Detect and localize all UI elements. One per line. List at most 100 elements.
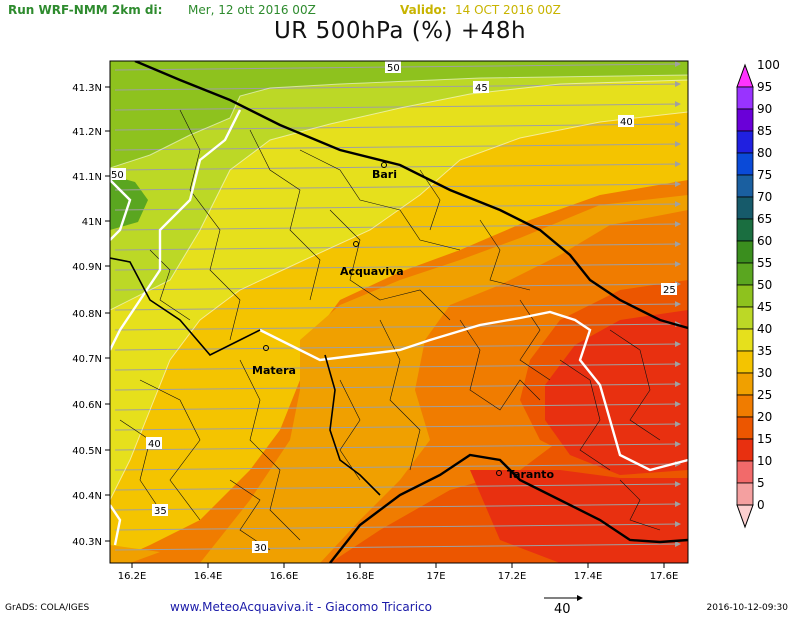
colorbar-bottom-tip: [736, 504, 754, 529]
region-boundaries: [110, 109, 688, 546]
contour-label: 30: [254, 543, 267, 554]
colorbar-label: 0: [757, 498, 765, 512]
lon-tick: 17E: [426, 571, 445, 582]
lat-tick: 41N: [82, 217, 102, 228]
lon-tick: 17.4E: [574, 571, 603, 582]
colorbar-label: 20: [757, 410, 772, 424]
valid-time: 14 OCT 2016 00Z: [455, 3, 561, 17]
colorbar-swatch: [736, 394, 754, 418]
lat-tick: 41.1N: [72, 172, 102, 183]
vector-reference-value: 40: [554, 602, 571, 617]
colorbar-label: 100: [757, 58, 780, 72]
colorbar-swatch: [736, 284, 754, 308]
contour-value-labels: 50 45 40 50 40 35 30 25: [110, 61, 677, 554]
colorbar-swatch: [736, 482, 754, 506]
lon-tick: 17.6E: [650, 571, 679, 582]
colorbar-label: 90: [757, 102, 772, 116]
colorbar-swatch: [736, 306, 754, 330]
colorbar-label: 75: [757, 168, 772, 182]
lat-tick: 40.4N: [72, 491, 102, 502]
colorbar-label: 85: [757, 124, 772, 138]
band-30-35: [200, 195, 688, 563]
site-credit: www.MeteoAcquaviva.it - Giacomo Tricaric…: [170, 600, 432, 614]
grads-credit: GrADS: COLA/IGES: [5, 603, 90, 613]
colorbar-label: 45: [757, 300, 772, 314]
lat-tick: 40.6N: [72, 400, 102, 411]
contour-label: 40: [620, 117, 633, 128]
lon-tick: 16.6E: [270, 571, 299, 582]
band-45-50: [110, 61, 688, 310]
chart-title: UR 500hPa (%) +48h: [273, 18, 527, 44]
contour-lines: [110, 74, 688, 501]
city-dot-acquaviva: [353, 241, 359, 247]
band-15-20: [545, 310, 688, 475]
city-label-bari: Bari: [372, 168, 397, 181]
band-40-45: [110, 61, 688, 500]
province-boundaries: [110, 257, 381, 496]
band-50-55: [110, 61, 688, 168]
contour-label: 35: [154, 506, 167, 517]
colorbar-swatch: [736, 350, 754, 374]
colorbar-swatch: [736, 108, 754, 132]
city-label-taranto: Taranto: [507, 468, 554, 481]
lon-tick: 16.8E: [346, 571, 375, 582]
city-dot-matera: [263, 345, 269, 351]
colorbar-swatch: [736, 438, 754, 462]
colorbar-swatch: [736, 196, 754, 220]
city-label-matera: Matera: [252, 364, 296, 377]
colorbar-label: 25: [757, 388, 772, 402]
colorbar-label: 30: [757, 366, 772, 380]
municipal-boundaries: [119, 109, 661, 551]
colorbar-label: 80: [757, 146, 772, 160]
colorbar-swatch: [736, 372, 754, 396]
colorbar-swatch: [736, 218, 754, 242]
colorbar-label: 65: [757, 212, 772, 226]
lat-tick: 40.8N: [72, 309, 102, 320]
colorbar-swatch: [736, 152, 754, 176]
issue-time: Mer, 12 ott 2016 00Z: [188, 3, 316, 17]
contour-label: 25: [663, 285, 676, 296]
lat-tick: 40.3N: [72, 537, 102, 548]
lat-tick: 41.2N: [72, 127, 102, 138]
lat-tick: 40.5N: [72, 446, 102, 457]
colorbar-label: 15: [757, 432, 772, 446]
coastline: [134, 61, 688, 563]
contour-label: 40: [148, 439, 161, 450]
contour-label: 50: [387, 63, 400, 74]
colorbar-label: 40: [757, 322, 772, 336]
colorbar-label: 10: [757, 454, 772, 468]
colorbar-top-tip: [736, 63, 754, 88]
contour-label: 45: [475, 83, 488, 94]
city-dot-bari: [381, 162, 387, 168]
render-timestamp: 2016-10-12-09:30: [706, 603, 789, 613]
city-dot-taranto: [496, 470, 502, 476]
lon-tick: 17.2E: [498, 571, 527, 582]
lon-tick: 16.4E: [194, 571, 223, 582]
city-markers: Bari Acquaviva Matera Taranto: [252, 162, 554, 481]
colorbar-swatch: [736, 328, 754, 352]
lat-tick: 40.7N: [72, 354, 102, 365]
latitude-axis: 41.3N 41.2N 41.1N 41N 40.9N 40.8N 40.7N …: [72, 83, 110, 548]
colorbar-label: 95: [757, 80, 772, 94]
map-frame: [109, 60, 689, 564]
run-label: Run WRF-NMM 2km di:: [8, 3, 163, 17]
colorbar: 1009590858075706560555045403530252015105…: [736, 58, 780, 529]
colorbar-swatch: [736, 240, 754, 264]
colorbar-label: 5: [757, 476, 765, 490]
colorbar-label: 55: [757, 256, 772, 270]
longitude-axis: 16.2E 16.4E 16.6E 16.8E 17E 17.2E 17.4E …: [118, 563, 679, 582]
colorbar-label: 35: [757, 344, 772, 358]
contour-label: 50: [111, 170, 124, 181]
colorbar-swatch: [736, 416, 754, 440]
colorbar-label: 70: [757, 190, 772, 204]
colorbar-swatch: [736, 460, 754, 484]
humidity-field: 50 45 40 50 40 35 30 25 Bari Acquaviva M…: [110, 61, 688, 563]
colorbar-swatch: [736, 174, 754, 198]
colorbar-swatch: [736, 262, 754, 286]
lat-tick: 40.9N: [72, 262, 102, 273]
colorbar-label: 50: [757, 278, 772, 292]
colorbar-label: 60: [757, 234, 772, 248]
lat-tick: 41.3N: [72, 83, 102, 94]
lon-tick: 16.2E: [118, 571, 147, 582]
